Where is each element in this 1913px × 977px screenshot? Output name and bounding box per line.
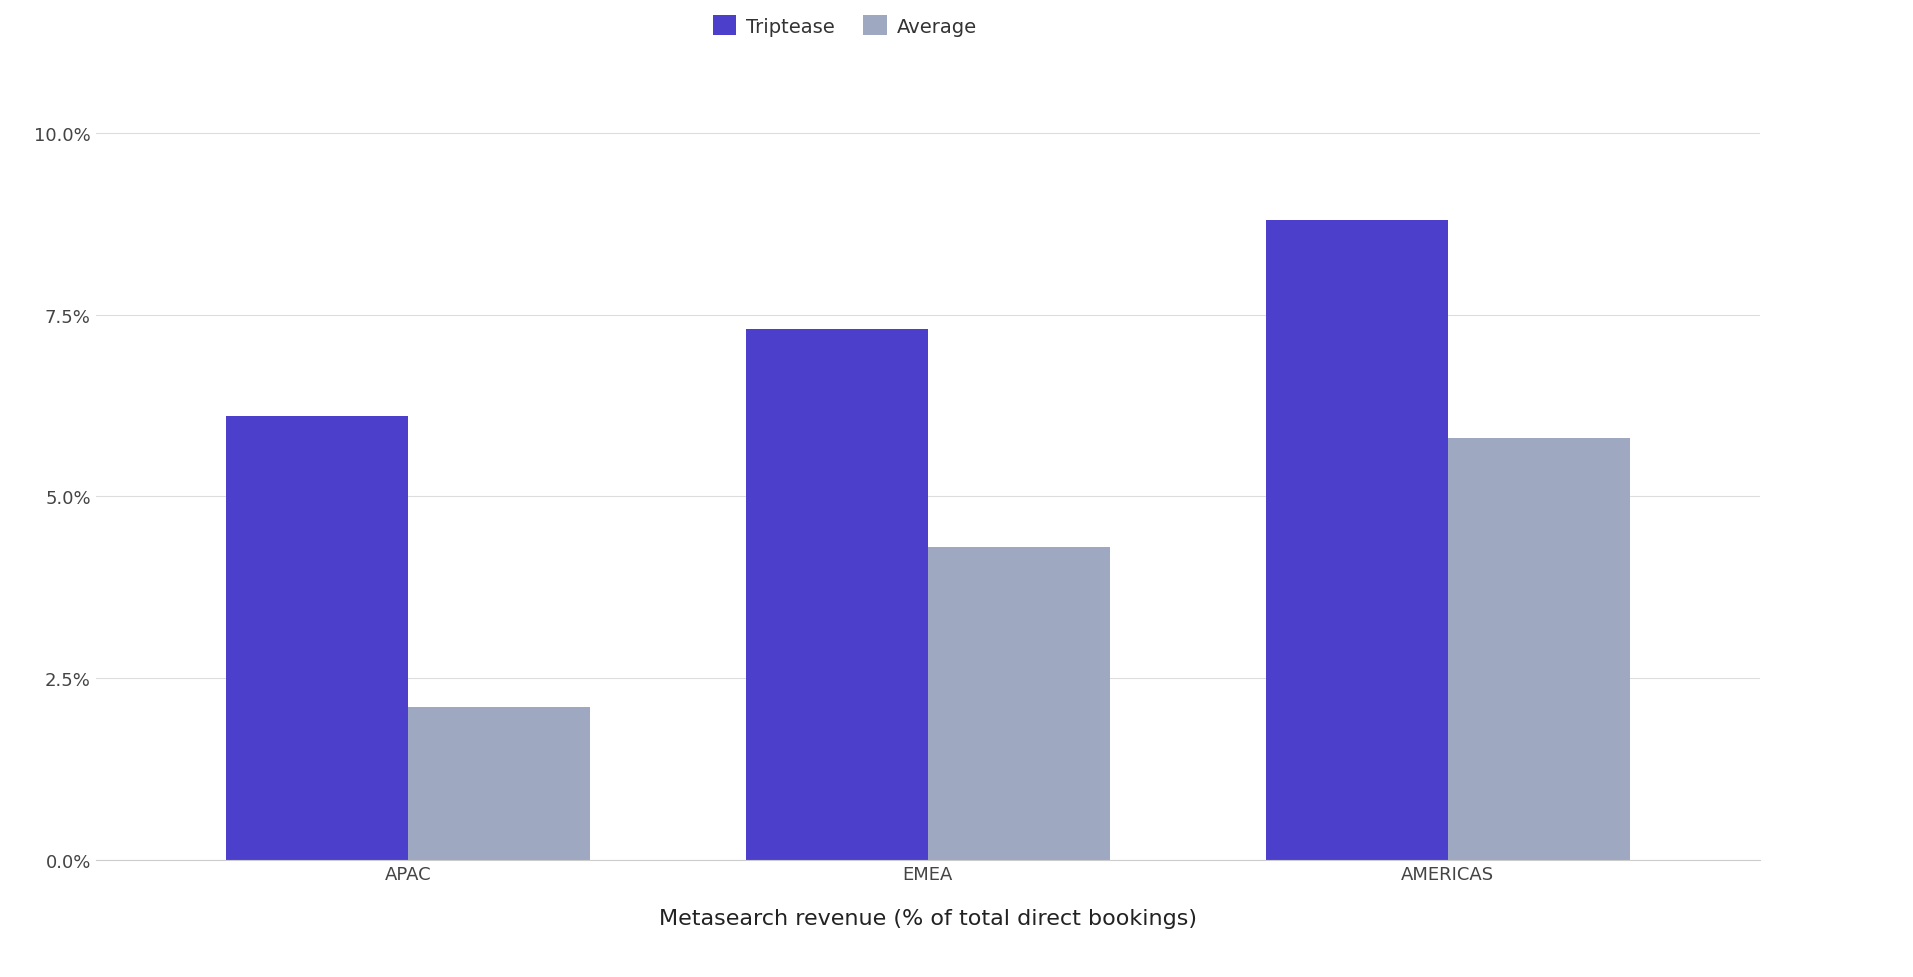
Bar <box>226 417 407 860</box>
Bar <box>746 330 928 860</box>
X-axis label: Metasearch revenue (% of total direct bookings): Metasearch revenue (% of total direct bo… <box>658 908 1198 927</box>
Bar <box>1266 221 1448 860</box>
Text: TRIPTEASE: TRIPTEASE <box>1842 434 1859 543</box>
Bar <box>407 707 589 860</box>
Legend: Triptease, Average: Triptease, Average <box>704 9 985 44</box>
Bar <box>1448 439 1630 860</box>
Bar <box>928 548 1110 860</box>
